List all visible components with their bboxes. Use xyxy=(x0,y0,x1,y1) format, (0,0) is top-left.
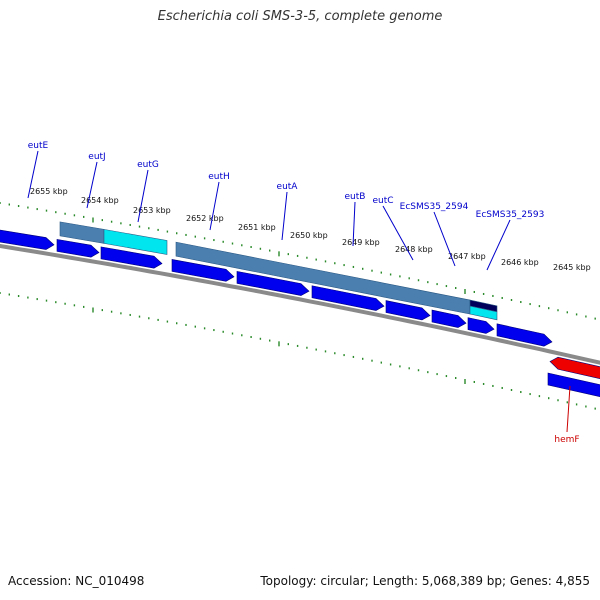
gene-leader-line xyxy=(352,201,356,247)
gene-labels: eutE eutJ eutG eutH eutA eutB eutC EcSMS35_2594… xyxy=(27,141,580,445)
forward-gene-arrow xyxy=(56,239,100,258)
kbp-tick-label: 2649 kbp xyxy=(342,238,380,247)
gene-leader-line xyxy=(86,161,98,209)
forward-gene-arrow xyxy=(171,259,235,282)
gene-label-ecsms35_2593: EcSMS35_2593 xyxy=(476,210,545,220)
gene-leader-line xyxy=(566,385,571,433)
gene-leader-line xyxy=(382,205,414,261)
operon-bars xyxy=(59,221,498,321)
kbp-tick-label: 2654 kbp xyxy=(81,196,119,205)
gene-leader-line xyxy=(27,150,39,199)
operon-bar-highlight xyxy=(103,229,168,255)
forward-gene-arrow xyxy=(385,300,431,321)
lower-tick-track xyxy=(0,292,596,410)
kbp-tick-label: 2655 kbp xyxy=(30,187,68,196)
genome-summary-text: Topology: circular; Length: 5,068,389 bp… xyxy=(260,574,590,588)
kbp-tick-label: 2653 kbp xyxy=(133,206,171,215)
gene-label-eutj: eutJ xyxy=(88,152,105,162)
kbp-tick-label: 2651 kbp xyxy=(238,223,276,232)
forward-gene-arrow xyxy=(467,317,495,334)
kbp-tick-label: 2650 kbp xyxy=(290,231,328,240)
gene-label-eute: eutE xyxy=(28,141,49,151)
forward-gene-arrow xyxy=(496,323,553,347)
gene-label-ecsms35_2594: EcSMS35_2594 xyxy=(400,202,469,212)
accession-text: Accession: NC_010498 xyxy=(8,574,145,588)
kbp-tick-label: 2648 kbp xyxy=(395,245,433,254)
operon-bar-highlight xyxy=(469,305,498,321)
backbone-line xyxy=(0,244,600,365)
gene-leader-line xyxy=(281,191,288,241)
gene-leader-line xyxy=(137,169,149,223)
kbp-scale-labels: 2655 kbp 2654 kbp 2653 kbp 2652 kbp 2651 kbp… xyxy=(30,187,591,272)
gene-label-euth: eutH xyxy=(208,172,230,182)
genome-backbone xyxy=(0,244,600,365)
forward-gene-arrow xyxy=(0,229,55,250)
reverse-gene-arrow xyxy=(549,356,600,380)
gene-leader-line xyxy=(209,181,220,231)
gene-leader-line xyxy=(486,219,511,271)
kbp-tick-label: 2645 kbp xyxy=(553,263,591,272)
gene-arrows xyxy=(0,229,600,398)
gene-label-eutg: eutG xyxy=(137,160,159,170)
gene-leader-line xyxy=(433,211,456,267)
forward-gene-arrow xyxy=(431,309,467,328)
kbp-tick-label: 2652 kbp xyxy=(186,214,224,223)
gene-label-eutc: eutC xyxy=(372,196,393,206)
kbp-tick-label: 2646 kbp xyxy=(501,258,539,267)
map-title: Escherichia coli SMS-3-5, complete genom… xyxy=(157,9,443,24)
gene-label-euta: eutA xyxy=(277,182,299,192)
operon-bar xyxy=(59,221,105,244)
kbp-tick-label: 2647 kbp xyxy=(448,252,486,261)
forward-gene-arrow xyxy=(547,372,600,398)
forward-gene-arrow xyxy=(311,285,385,311)
gene-label-hemf: hemF xyxy=(554,435,579,445)
gene-label-eutb: eutB xyxy=(345,192,366,202)
upper-tick-track xyxy=(0,202,596,320)
forward-gene-arrow xyxy=(236,271,310,296)
forward-gene-arrow xyxy=(100,246,163,269)
